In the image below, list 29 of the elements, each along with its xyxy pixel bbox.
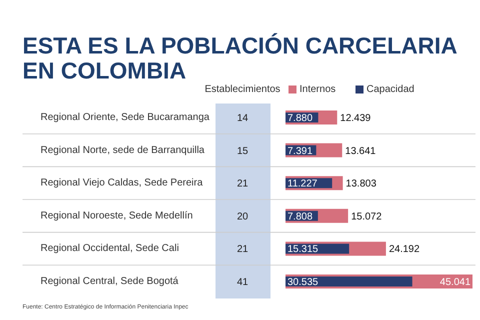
y-tick-label: Regional Viejo Caldas, Sede Pereira bbox=[40, 178, 204, 189]
data-label: 7.391 bbox=[288, 146, 313, 157]
data-label: 7.880 bbox=[288, 113, 313, 124]
y-tick-label: Regional Noroeste, Sede Medellín bbox=[40, 210, 193, 222]
chart-title: ESTA ES LA POBLACIÓN CARCELARIA EN COLOMBIA bbox=[22, 32, 458, 84]
y-tick-label: Regional Central, Sede Bogotá bbox=[40, 276, 179, 287]
data-label: 15.072 bbox=[351, 211, 382, 222]
text: 41 bbox=[236, 277, 248, 288]
text: 14 bbox=[236, 113, 248, 124]
text: 21 bbox=[236, 178, 248, 190]
data-label: 11.227 bbox=[288, 178, 318, 190]
text: Establecimientos bbox=[204, 84, 280, 95]
data-label: 45.041 bbox=[440, 277, 471, 288]
data-label: 30.535 bbox=[288, 277, 319, 288]
legend-label: Capacidad bbox=[366, 84, 414, 95]
legend-label: Internos bbox=[300, 84, 336, 95]
y-tick-label: Regional Norte, sede de Barranquilla bbox=[40, 144, 205, 156]
data-label: 13.641 bbox=[345, 146, 376, 157]
data-label: 15.315 bbox=[288, 244, 319, 256]
y-tick-label: Regional Oriente, Sede Bucaramanga bbox=[40, 112, 210, 123]
data-label: 7.808 bbox=[288, 211, 313, 222]
data-label: 13.803 bbox=[346, 178, 377, 190]
text: 15 bbox=[236, 146, 248, 157]
bar bbox=[286, 276, 412, 286]
text: 21 bbox=[236, 244, 248, 256]
text: 20 bbox=[236, 211, 248, 222]
y-tick-label: Regional Occidental, Sede Cali bbox=[40, 243, 179, 254]
data-label: 24.192 bbox=[388, 244, 420, 256]
data-label: 12.439 bbox=[340, 113, 372, 124]
